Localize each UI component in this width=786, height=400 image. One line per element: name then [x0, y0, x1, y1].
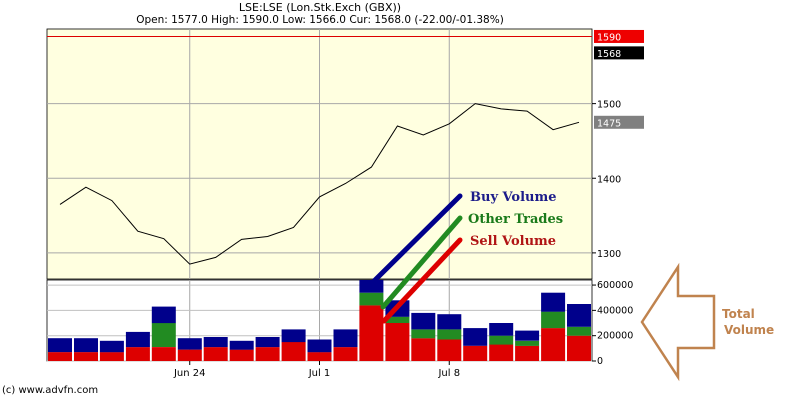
buy-volume-bar	[74, 338, 98, 353]
buy-volume-bar	[229, 340, 254, 350]
price-label-text: 1568	[597, 49, 621, 60]
price-y-tick-label: 1400	[597, 174, 621, 185]
sell-volume-bar	[177, 349, 202, 361]
x-tick-label: Jun 24	[173, 368, 206, 379]
buy-volume-bar	[125, 331, 150, 348]
price-label-box	[594, 46, 644, 60]
buy-volume-bar	[177, 338, 202, 350]
sell-volume-bar	[385, 323, 410, 361]
price-series-line	[59, 103, 580, 265]
buy-volume-bar	[333, 329, 358, 348]
x-tick-label: Jul 1	[308, 368, 331, 379]
buy-volume-bar	[463, 328, 488, 346]
price-label-box	[594, 29, 644, 43]
other-trades-bar	[359, 292, 384, 306]
other-trades-bar	[411, 329, 436, 339]
buy-volume-bar	[203, 337, 228, 348]
x-tick-label: Jul 8	[437, 368, 460, 379]
buy-volume-bar	[411, 312, 436, 330]
sell-volume-bar	[333, 347, 358, 361]
sell-volume-bar	[489, 344, 514, 361]
chart-title: LSE:LSE (Lon.Stk.Exch (GBX))	[238, 1, 402, 14]
volume-y-tick-label: 600000	[597, 280, 633, 291]
sell-volume-bar	[48, 352, 72, 361]
other-trades-arrow	[380, 215, 463, 310]
buy-volume-bar	[307, 339, 332, 353]
sell-volume-bar	[463, 345, 488, 361]
buy-volume-bar	[437, 314, 462, 330]
sell-volume-annotation: Sell Volume	[470, 234, 557, 249]
buy-volume-annotation: Buy Volume	[470, 190, 557, 205]
volume-y-tick-label: 0	[597, 356, 603, 367]
other-trades-bar	[567, 326, 591, 336]
buy-volume-bar	[489, 323, 514, 336]
sell-volume-bar	[125, 347, 150, 361]
other-trades-bar	[515, 340, 540, 346]
sell-volume-arrow	[381, 237, 463, 324]
sell-volume-bar	[255, 347, 280, 361]
sell-volume-bar	[437, 339, 462, 361]
sell-volume-bar	[359, 305, 384, 361]
copyright-text: (c) www.advfn.com	[2, 385, 99, 396]
sell-volume-bar	[203, 347, 228, 361]
buy-volume-bar	[541, 292, 566, 312]
sell-volume-bar	[74, 352, 98, 361]
sell-volume-bar	[515, 345, 540, 361]
sell-volume-bar	[411, 338, 436, 361]
buy-volume-bar	[567, 304, 591, 327]
volume-y-tick-label: 400000	[597, 305, 633, 316]
ohlc-summary: Open: 1577.0 High: 1590.0 Low: 1566.0 Cu…	[136, 14, 504, 26]
other-trades-bar	[489, 335, 514, 345]
sell-volume-bar	[567, 335, 591, 361]
price-panel: 1300 1400 1500 1590 1568 1475	[46, 28, 644, 280]
price-label-box	[594, 115, 644, 129]
other-trades-bar	[151, 323, 176, 347]
buy-volume-bar	[48, 338, 72, 353]
buy-volume-bar	[99, 340, 124, 353]
annotation-arrows	[367, 193, 716, 382]
other-trades-annotation: Other Trades	[468, 212, 564, 227]
buy-volume-bar	[515, 330, 540, 341]
volume-panel: 0 200000 400000 600000 Jun 24 Jul 1 Jul 8	[46, 279, 633, 379]
price-label-text: 1475	[597, 118, 621, 129]
sell-volume-bar	[229, 349, 254, 361]
sell-volume-bar	[281, 342, 306, 361]
buy-volume-bar	[151, 306, 176, 324]
buy-volume-arrow	[367, 193, 463, 288]
buy-volume-bar	[255, 337, 280, 348]
price-y-tick-label: 1500	[597, 100, 621, 111]
price-y-tick-label: 1300	[597, 249, 621, 260]
total-volume-annotation: Total Volume	[722, 306, 774, 338]
volume-y-tick-label: 200000	[597, 331, 633, 342]
other-trades-bar	[385, 316, 410, 323]
buy-volume-bar	[281, 329, 306, 343]
price-label-text: 1590	[597, 32, 621, 43]
sell-volume-bar	[151, 347, 176, 361]
other-trades-bar	[437, 329, 462, 340]
total-volume-line2: Volume	[724, 323, 775, 337]
other-trades-bar	[541, 311, 566, 329]
sell-volume-bar	[307, 352, 332, 361]
total-volume-line1: Total	[722, 307, 755, 321]
sell-volume-bar	[99, 352, 124, 361]
total-volume-arrow	[640, 262, 716, 382]
sell-volume-bar	[541, 328, 566, 361]
